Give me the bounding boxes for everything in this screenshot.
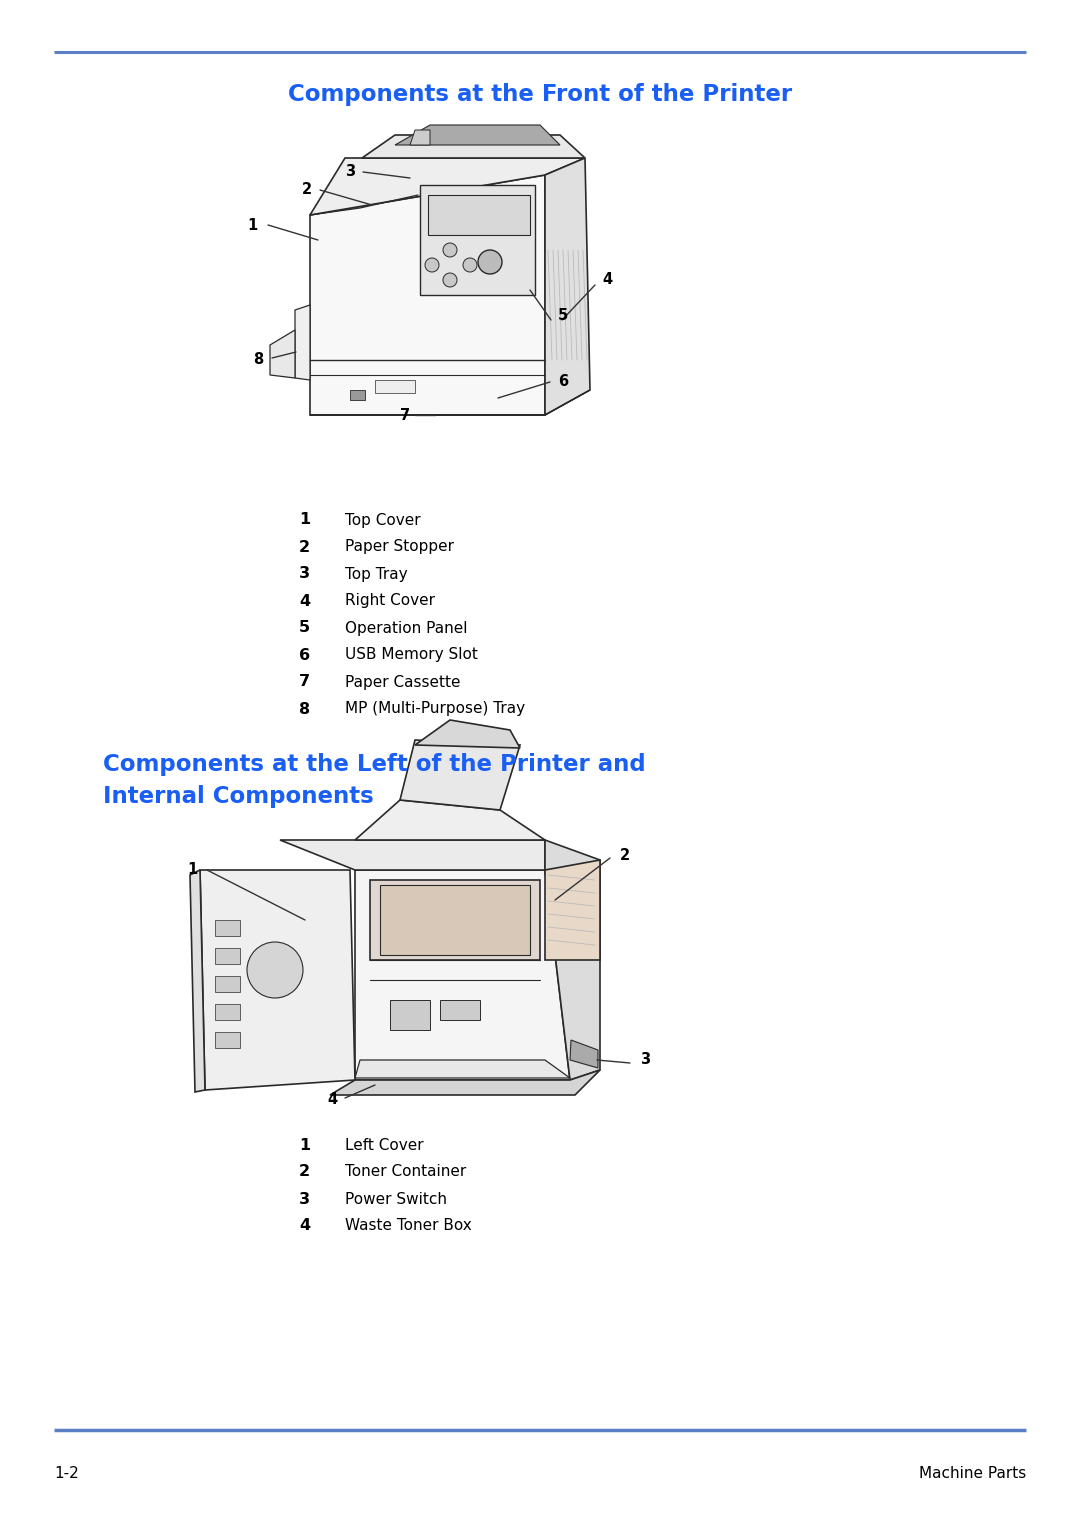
Polygon shape: [420, 185, 535, 295]
Polygon shape: [215, 1003, 240, 1020]
Text: 8: 8: [253, 353, 264, 368]
Text: 2: 2: [620, 847, 630, 863]
Text: Top Cover: Top Cover: [345, 513, 420, 527]
Polygon shape: [350, 389, 365, 400]
Polygon shape: [310, 389, 590, 415]
Text: Internal Components: Internal Components: [103, 785, 374, 808]
Text: 2: 2: [299, 1165, 310, 1179]
Text: 5: 5: [558, 307, 568, 322]
Polygon shape: [428, 195, 530, 235]
Text: 1: 1: [299, 513, 310, 527]
Polygon shape: [215, 919, 240, 936]
Text: 3: 3: [299, 1191, 310, 1206]
Circle shape: [443, 273, 457, 287]
Text: 8: 8: [299, 701, 310, 716]
Text: 6: 6: [299, 647, 310, 663]
Polygon shape: [215, 1032, 240, 1048]
Polygon shape: [280, 840, 545, 870]
Circle shape: [463, 258, 477, 272]
Text: 1: 1: [187, 863, 198, 878]
Text: MP (Multi-Purpose) Tray: MP (Multi-Purpose) Tray: [345, 701, 525, 716]
Text: Left Cover: Left Cover: [345, 1138, 423, 1153]
Text: 3: 3: [640, 1052, 650, 1067]
Polygon shape: [215, 948, 240, 964]
Text: Waste Toner Box: Waste Toner Box: [345, 1219, 472, 1234]
Text: Top Tray: Top Tray: [345, 567, 407, 582]
Circle shape: [478, 250, 502, 273]
Text: 1-2: 1-2: [54, 1466, 79, 1481]
Text: Operation Panel: Operation Panel: [345, 620, 468, 635]
Polygon shape: [395, 125, 561, 145]
Polygon shape: [200, 870, 355, 1090]
Circle shape: [443, 243, 457, 257]
Polygon shape: [330, 1070, 600, 1095]
Text: 4: 4: [299, 594, 310, 608]
Polygon shape: [545, 860, 600, 960]
Polygon shape: [355, 1060, 570, 1078]
Text: 1: 1: [299, 1138, 310, 1153]
Polygon shape: [370, 880, 540, 960]
Polygon shape: [440, 1000, 480, 1020]
Text: 2: 2: [302, 183, 312, 197]
Polygon shape: [545, 840, 600, 1080]
Polygon shape: [215, 976, 240, 993]
Text: Components at the Left of the Printer and: Components at the Left of the Printer an…: [103, 753, 646, 777]
Text: Toner Container: Toner Container: [345, 1165, 467, 1179]
Polygon shape: [190, 870, 205, 1092]
Text: 2: 2: [299, 539, 310, 554]
Text: 7: 7: [400, 408, 410, 423]
Polygon shape: [270, 330, 295, 379]
Text: Paper Stopper: Paper Stopper: [345, 539, 454, 554]
Text: 4: 4: [602, 272, 612, 287]
Text: 3: 3: [299, 567, 310, 582]
Text: 4: 4: [299, 1219, 310, 1234]
Polygon shape: [415, 721, 519, 748]
Text: Right Cover: Right Cover: [345, 594, 435, 608]
Polygon shape: [310, 157, 585, 215]
Polygon shape: [295, 305, 310, 380]
Text: 3: 3: [345, 165, 355, 180]
Text: 5: 5: [299, 620, 310, 635]
Polygon shape: [570, 1040, 598, 1067]
Text: Paper Cassette: Paper Cassette: [345, 675, 460, 690]
Polygon shape: [310, 176, 545, 415]
Polygon shape: [390, 1000, 430, 1031]
Polygon shape: [545, 157, 590, 415]
Circle shape: [426, 258, 438, 272]
Polygon shape: [362, 134, 585, 157]
Text: USB Memory Slot: USB Memory Slot: [345, 647, 477, 663]
Polygon shape: [400, 741, 519, 809]
Polygon shape: [355, 800, 545, 840]
Circle shape: [247, 942, 303, 999]
Text: Power Switch: Power Switch: [345, 1191, 447, 1206]
Text: 1: 1: [247, 217, 257, 232]
Polygon shape: [410, 130, 430, 145]
Text: Components at the Front of the Printer: Components at the Front of the Printer: [288, 84, 792, 107]
Text: Machine Parts: Machine Parts: [919, 1466, 1026, 1481]
Polygon shape: [375, 380, 415, 392]
Text: 6: 6: [558, 374, 568, 389]
Text: 7: 7: [299, 675, 310, 690]
Polygon shape: [380, 886, 530, 954]
Text: 4: 4: [327, 1092, 337, 1107]
Polygon shape: [355, 870, 570, 1080]
